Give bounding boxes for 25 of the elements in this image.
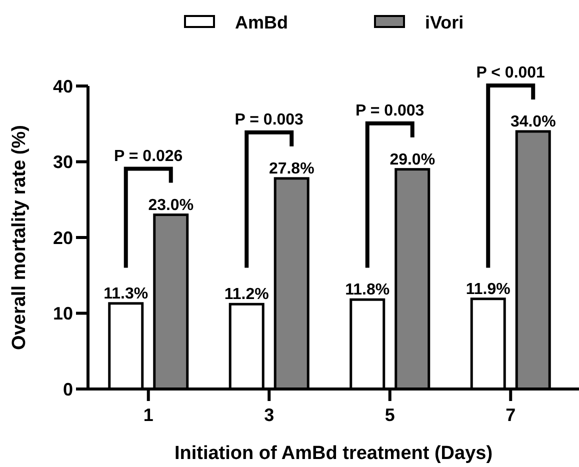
- annotation: P = 0.003: [234, 111, 304, 128]
- y-tick-label: 30: [52, 152, 73, 172]
- data-label: 11.8%: [345, 282, 390, 299]
- x-tick-label: 1: [143, 405, 154, 425]
- data-label: 11.3%: [104, 285, 148, 302]
- x-tick-label: 3: [264, 405, 274, 425]
- data-label: 27.8%: [268, 160, 314, 178]
- data-label: 11.2%: [224, 286, 269, 304]
- data-label: 34.0%: [510, 113, 556, 130]
- y-tick-label: 40: [52, 76, 73, 96]
- data-label: 23.0%: [148, 196, 194, 214]
- legend-label: iVori: [425, 12, 464, 32]
- x-tick-label: 7: [506, 405, 516, 425]
- annotation: P = 0.003: [356, 102, 424, 120]
- y-tick-label: 0: [62, 379, 73, 400]
- text: P < 0.001: [476, 64, 546, 82]
- y-tick-label: 20: [52, 228, 73, 248]
- x-axis-title: Initiation of AmBd treatment (Days): [174, 443, 493, 464]
- y-axis-title: Overall mortality rate (%): [9, 125, 30, 350]
- y-tick-label: 10: [52, 304, 73, 324]
- legend-label: AmBd: [235, 12, 288, 32]
- data-label: 29.0%: [390, 151, 436, 168]
- x-tick-label: 5: [384, 405, 395, 425]
- annotation: P = 0.026: [114, 148, 183, 165]
- data-label: 11.9%: [466, 280, 510, 298]
